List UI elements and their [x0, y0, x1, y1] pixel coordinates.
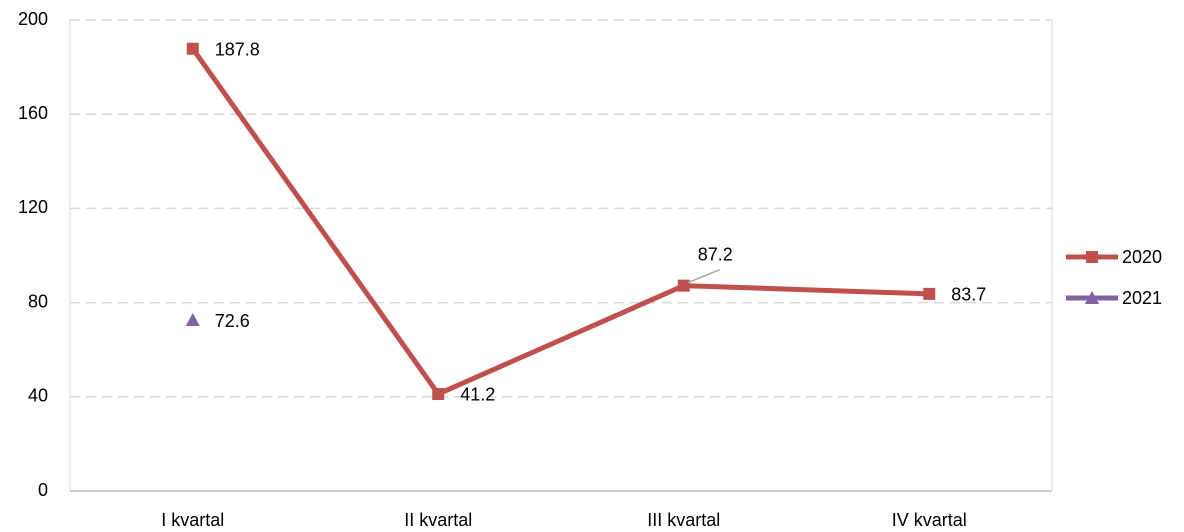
marker	[186, 42, 199, 55]
data-label: 83.7	[951, 285, 986, 305]
y-tick-label: 0	[38, 480, 48, 500]
marker	[1085, 291, 1099, 304]
y-tick-label: 80	[28, 291, 48, 311]
x-tick-label: III kvartal	[647, 510, 720, 530]
marker	[1086, 251, 1098, 263]
marker	[432, 387, 445, 400]
x-tick-label: II kvartal	[404, 510, 472, 530]
leader-line	[687, 268, 721, 284]
data-label: 72.6	[215, 311, 250, 331]
series-line	[190, 47, 930, 398]
x-tick-label: IV kvartal	[892, 510, 967, 530]
marker	[677, 279, 690, 292]
marker	[185, 313, 200, 327]
y-tick-label: 200	[18, 9, 48, 29]
data-label: 187.8	[215, 39, 260, 59]
marker	[923, 287, 936, 300]
legend-label: 2020	[1122, 247, 1162, 267]
y-tick-label: 160	[18, 103, 48, 123]
x-tick-label: I kvartal	[161, 510, 224, 530]
data-label: 41.2	[460, 385, 495, 405]
data-label: 87.2	[698, 244, 733, 264]
legend-label: 2021	[1122, 288, 1162, 308]
y-tick-label: 40	[28, 386, 48, 406]
y-tick-label: 120	[18, 197, 48, 217]
